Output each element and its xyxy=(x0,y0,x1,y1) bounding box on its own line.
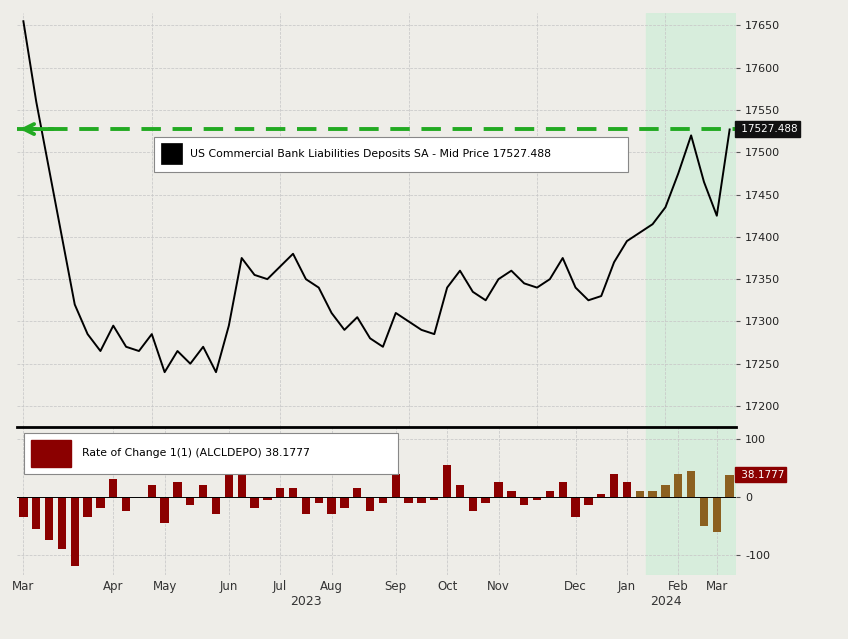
Bar xyxy=(122,497,131,511)
Bar xyxy=(533,497,541,500)
Bar xyxy=(31,440,71,467)
FancyBboxPatch shape xyxy=(24,433,398,475)
Text: US Commercial Bank Liabilities Deposits SA - Mid Price 17527.488: US Commercial Bank Liabilities Deposits … xyxy=(190,150,550,160)
Bar xyxy=(661,485,670,497)
Bar xyxy=(187,497,194,505)
Text: Rate of Change 1(1) (ALCLDEPO) 38.1777: Rate of Change 1(1) (ALCLDEPO) 38.1777 xyxy=(81,448,310,458)
Bar xyxy=(379,497,387,502)
Bar xyxy=(456,485,464,497)
Text: 38.1777: 38.1777 xyxy=(738,470,784,480)
Bar xyxy=(199,485,207,497)
Bar xyxy=(520,497,528,505)
Bar xyxy=(315,497,323,502)
Bar xyxy=(443,465,451,497)
Bar xyxy=(109,479,117,497)
Bar xyxy=(250,497,259,509)
Bar xyxy=(366,497,374,511)
Bar xyxy=(58,497,66,549)
Bar xyxy=(148,485,156,497)
Bar xyxy=(649,491,656,497)
Bar xyxy=(353,488,361,497)
Bar xyxy=(597,494,605,497)
Bar xyxy=(160,497,169,523)
Bar xyxy=(417,497,426,502)
Bar xyxy=(546,491,554,497)
Bar xyxy=(327,497,336,514)
Bar xyxy=(559,482,566,497)
Bar xyxy=(726,475,734,497)
Bar xyxy=(212,497,220,514)
Bar xyxy=(276,488,284,497)
Bar xyxy=(507,491,516,497)
Bar xyxy=(572,497,580,517)
Bar xyxy=(687,471,695,497)
Bar xyxy=(225,465,233,497)
Bar xyxy=(20,497,27,517)
Bar xyxy=(289,488,297,497)
Bar xyxy=(83,497,92,517)
Bar xyxy=(237,450,246,497)
Bar xyxy=(646,427,736,575)
Bar xyxy=(636,491,644,497)
Bar xyxy=(482,497,490,502)
Bar xyxy=(430,497,438,500)
Bar xyxy=(700,497,708,526)
Bar xyxy=(70,497,79,566)
Text: 2023: 2023 xyxy=(290,596,321,608)
Bar xyxy=(494,482,503,497)
Bar xyxy=(392,473,400,497)
Bar xyxy=(302,497,310,514)
Bar xyxy=(469,497,477,511)
Bar xyxy=(161,143,182,164)
Bar xyxy=(610,473,618,497)
Bar xyxy=(32,497,41,528)
FancyBboxPatch shape xyxy=(153,137,628,173)
Bar xyxy=(45,497,53,541)
Bar xyxy=(263,497,271,500)
Bar xyxy=(584,497,593,505)
Bar xyxy=(404,497,413,502)
Bar xyxy=(674,473,683,497)
Bar xyxy=(622,482,631,497)
Bar xyxy=(173,482,181,497)
Bar xyxy=(712,497,721,532)
Bar xyxy=(97,497,104,509)
Text: 2024: 2024 xyxy=(650,596,681,608)
Bar xyxy=(646,13,736,427)
Bar xyxy=(340,497,349,509)
Text: 17527.488: 17527.488 xyxy=(738,124,797,134)
